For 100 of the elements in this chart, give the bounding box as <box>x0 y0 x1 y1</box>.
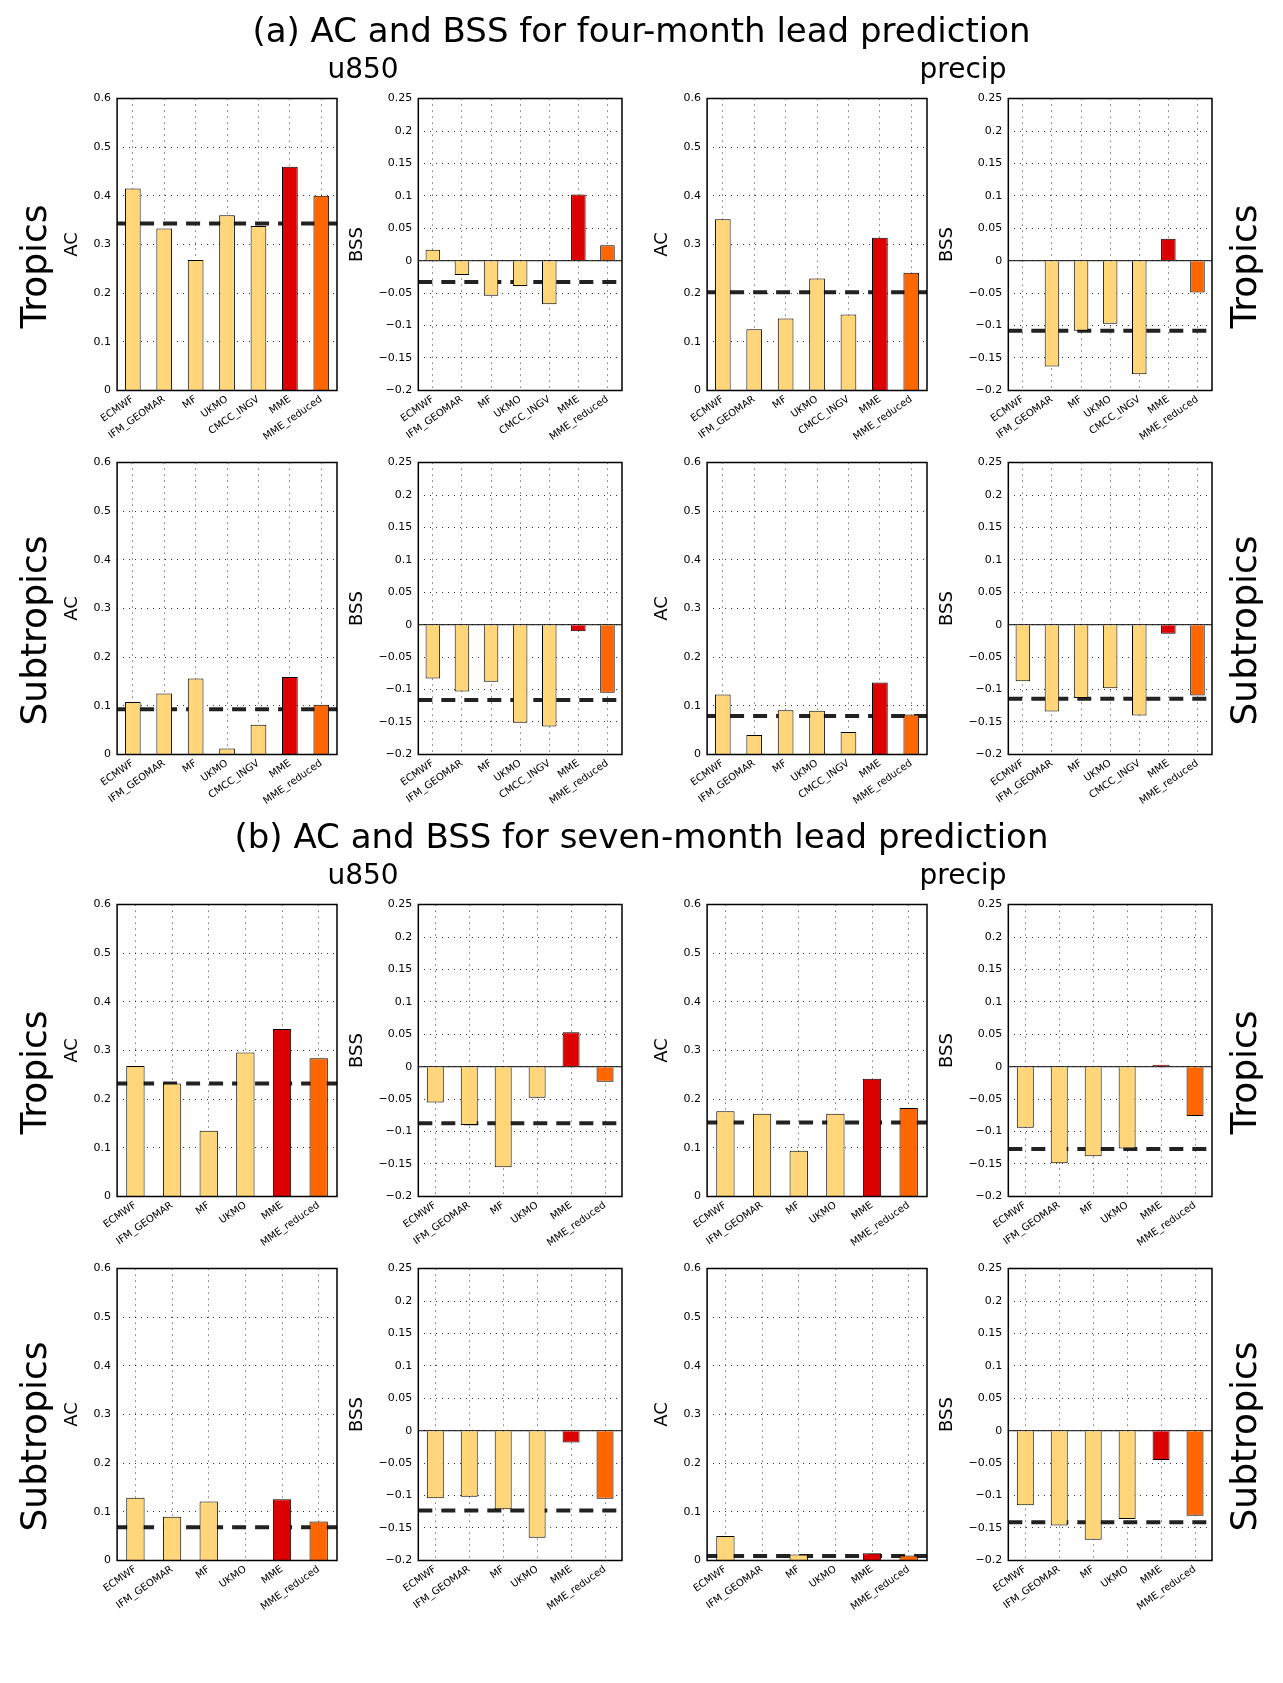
y-tick-label: 0.2 <box>683 650 702 664</box>
x-tick-label: MF <box>770 392 789 411</box>
text: Subtropics <box>12 534 54 726</box>
y-tick-label: 0 <box>694 747 702 761</box>
y-tick-label: 0.1 <box>93 334 112 348</box>
y-tick-label: 0 <box>104 747 112 761</box>
y-tick-label: 0.15 <box>387 520 413 534</box>
y-tick-label: 0.4 <box>683 994 702 1008</box>
y-tick-label: −0.1 <box>385 1124 413 1138</box>
y-tick-label: −0.2 <box>975 747 1003 761</box>
y-tick-label: 0.2 <box>984 1293 1003 1307</box>
y-tick-label: 0 <box>694 383 702 397</box>
y-tick-label: 0.15 <box>977 962 1003 976</box>
y-tick-label: 0 <box>995 253 1003 267</box>
y-tick-label: 0.15 <box>387 1326 413 1340</box>
y-tick-label: −0.05 <box>968 1456 1003 1470</box>
y-tick-label: 0.1 <box>984 188 1003 202</box>
y-tick-label: 0.3 <box>683 237 702 251</box>
y-tick-label: 0 <box>405 1423 413 1437</box>
y-axis-title: BSS <box>935 591 957 626</box>
y-tick-label: 0.1 <box>683 1140 702 1154</box>
chart-subtitle: precip <box>918 858 1008 892</box>
y-tick-label: 0.1 <box>93 1504 112 1518</box>
y-tick-label: 0.1 <box>984 552 1003 566</box>
chart-subtitle: precip <box>918 52 1008 86</box>
y-tick-label: 0.25 <box>387 897 413 911</box>
y-axis-title: AC <box>650 1402 672 1427</box>
y-tick-label: 0.25 <box>977 897 1003 911</box>
y-tick-label: 0.2 <box>93 286 112 300</box>
y-axis-title: BSS <box>935 1397 957 1432</box>
y-tick-label: 0.3 <box>683 601 702 615</box>
y-tick-label: −0.1 <box>385 318 413 332</box>
y-tick-label: 0 <box>995 617 1003 631</box>
y-tick-label: −0.15 <box>968 1520 1003 1534</box>
y-tick-label: 0.2 <box>984 487 1003 501</box>
y-tick-label: 0.3 <box>93 1407 112 1421</box>
y-tick-label: −0.2 <box>385 383 413 397</box>
y-tick-label: 0.5 <box>683 946 702 960</box>
text: Tropics <box>12 1009 54 1135</box>
y-tick-label: 0.4 <box>93 1358 112 1372</box>
x-tick-label: MF <box>475 756 494 775</box>
y-tick-label: 0.5 <box>93 1310 112 1324</box>
x-tick-label: MF <box>1065 392 1084 411</box>
y-tick-label: 0.3 <box>93 237 112 251</box>
y-tick-label: 0.2 <box>394 929 413 943</box>
chart-subtitle: u850 <box>326 858 400 892</box>
y-tick-label: 0.2 <box>394 487 413 501</box>
y-tick-label: 0.2 <box>683 1092 702 1106</box>
y-tick-label: −0.2 <box>975 1189 1003 1203</box>
y-tick-label: 0.3 <box>93 601 112 615</box>
y-tick-label: −0.05 <box>968 650 1003 664</box>
x-tick-label: MF <box>783 1198 802 1217</box>
y-axis-title: BSS <box>345 227 367 262</box>
y-tick-label: 0.4 <box>683 188 702 202</box>
y-tick-label: 0 <box>694 1553 702 1567</box>
y-tick-label: −0.05 <box>968 286 1003 300</box>
text: Subtropics <box>1222 534 1264 726</box>
y-tick-label: 0.2 <box>93 1456 112 1470</box>
y-tick-label: −0.1 <box>975 682 1003 696</box>
y-tick-label: 0.1 <box>93 1140 112 1154</box>
y-tick-label: 0.1 <box>683 1504 702 1518</box>
y-axis-title: BSS <box>935 1033 957 1068</box>
y-tick-label: 0.6 <box>683 897 702 911</box>
y-tick-label: 0.1 <box>683 698 702 712</box>
y-tick-label: −0.1 <box>975 1124 1003 1138</box>
y-tick-label: 0.5 <box>93 946 112 960</box>
y-tick-label: 0.2 <box>93 650 112 664</box>
y-tick-label: 0 <box>405 253 413 267</box>
x-tick-label: MF <box>770 756 789 775</box>
x-tick-label: MF <box>487 1562 507 1581</box>
y-tick-label: 0 <box>405 617 413 631</box>
y-tick-label: 0.5 <box>683 140 702 154</box>
y-tick-label: 0.25 <box>387 91 413 105</box>
y-tick-label: 0.05 <box>387 585 413 599</box>
y-tick-label: 0.25 <box>977 91 1003 105</box>
y-tick-label: 0.1 <box>394 188 413 202</box>
y-tick-label: 0.5 <box>93 504 112 518</box>
x-tick-label: MF <box>475 392 494 411</box>
y-tick-label: −0.1 <box>975 1488 1003 1502</box>
y-tick-label: 0.05 <box>387 221 413 235</box>
y-tick-label: 0.3 <box>683 1043 702 1057</box>
y-tick-label: 0.5 <box>683 1310 702 1324</box>
y-tick-label: 0 <box>405 1059 413 1073</box>
y-tick-label: 0.5 <box>93 140 112 154</box>
y-tick-label: −0.05 <box>378 1092 413 1106</box>
y-tick-label: −0.15 <box>968 714 1003 728</box>
y-tick-label: 0.5 <box>683 504 702 518</box>
y-tick-label: −0.2 <box>385 1553 413 1567</box>
text: (a) AC and BSS for four-month lead prediction <box>251 9 1032 52</box>
y-tick-label: 0.2 <box>93 1092 112 1106</box>
y-tick-label: 0.4 <box>93 994 112 1008</box>
y-tick-label: 0.6 <box>93 91 112 105</box>
y-tick-label: 0.4 <box>683 552 702 566</box>
y-tick-label: −0.2 <box>385 747 413 761</box>
y-tick-label: 0.25 <box>977 1261 1003 1275</box>
y-tick-label: 0.2 <box>683 1456 702 1470</box>
x-tick-label: MF <box>487 1198 507 1217</box>
y-tick-label: 0.05 <box>387 1391 413 1405</box>
y-tick-label: 0.05 <box>977 585 1003 599</box>
y-axis-title: AC <box>650 596 672 621</box>
